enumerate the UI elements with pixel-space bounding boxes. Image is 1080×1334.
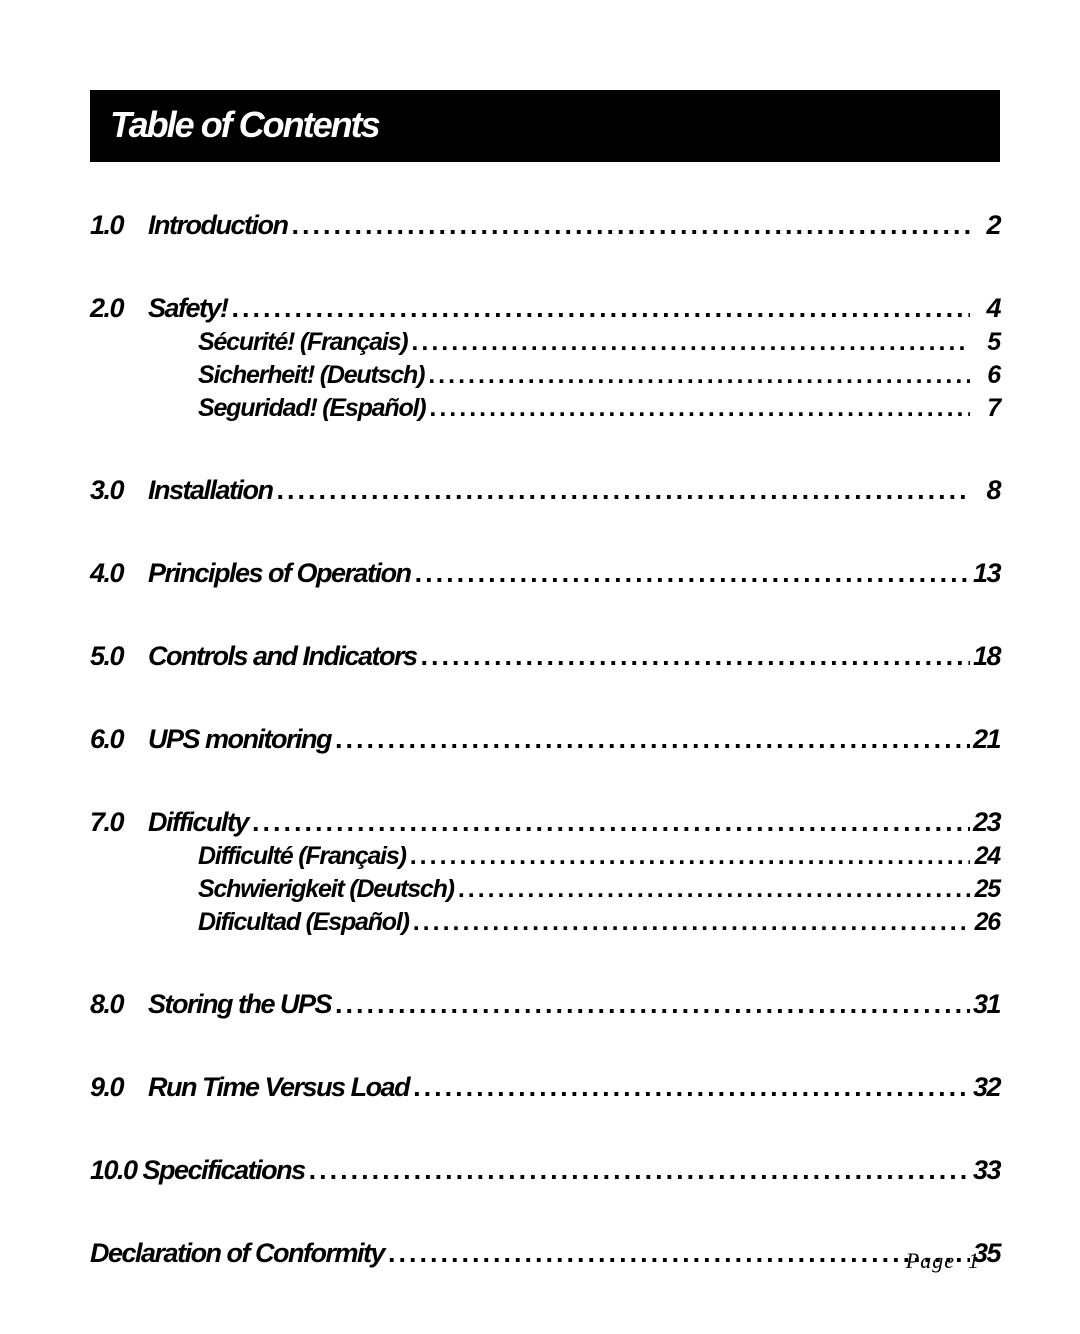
toc-sub-label: Difficulté (Français)	[198, 842, 406, 871]
toc-sub-label: Seguridad! (Español)	[198, 394, 425, 423]
toc-page: 7	[970, 394, 1000, 423]
toc-number: 1.0	[90, 210, 148, 241]
toc-entry: 8.0Storing the UPS......................…	[90, 989, 1000, 1020]
toc-number: 4.0	[90, 558, 148, 589]
toc-number: 7.0	[90, 807, 148, 838]
toc-page: 8	[970, 475, 1000, 506]
toc-label: Run Time Versus Load	[148, 1072, 409, 1103]
toc-sub-label: Sécurité! (Français)	[198, 328, 407, 357]
page-footer: Page 1	[906, 1248, 980, 1274]
toc-sub-label: Schwierigkeit (Deutsch)	[198, 875, 454, 904]
toc-page: 25	[970, 875, 1000, 904]
toc-subentry: Sicherheit! (Deutsch)...................…	[90, 361, 1000, 390]
toc-page: 5	[970, 328, 1000, 357]
toc-page: 24	[970, 842, 1000, 871]
toc-label: Principles of Operation	[148, 558, 411, 589]
toc-subentry: Schwierigkeit (Deutsch).................…	[90, 875, 1000, 904]
toc-entry: 4.0Principles of Operation..............…	[90, 558, 1000, 589]
footer-label: Page	[906, 1248, 955, 1273]
toc-entry: 10.0 Specifications.....................…	[90, 1155, 1000, 1186]
toc-entry: 7.0Difficulty...........................…	[90, 807, 1000, 838]
toc-subentry: Seguridad! (Español)....................…	[90, 394, 1000, 423]
toc-subentry: Dificultad (Español)....................…	[90, 908, 1000, 937]
toc-label: Installation	[148, 475, 273, 506]
toc-entry: 6.0UPS monitoring.......................…	[90, 724, 1000, 755]
toc-leader: ........................................…	[424, 361, 970, 390]
toc-page: 26	[970, 908, 1000, 937]
toc-entry: 1.0Introduction.........................…	[90, 210, 1000, 241]
toc-number: 3.0	[90, 475, 148, 506]
toc-leader: ........................................…	[417, 641, 970, 672]
toc-page: 4	[970, 293, 1000, 324]
table-of-contents: 1.0Introduction.........................…	[90, 210, 1000, 1269]
footer-page-number: 1	[968, 1248, 980, 1273]
toc-label: Controls and Indicators	[148, 641, 417, 672]
toc-entry: 9.0Run Time Versus Load.................…	[90, 1072, 1000, 1103]
toc-leader: ........................................…	[273, 475, 970, 506]
toc-label: Declaration of Conformity	[90, 1238, 384, 1269]
toc-leader: ........................................…	[409, 1072, 970, 1103]
toc-label: UPS monitoring	[148, 724, 331, 755]
toc-subentry: Difficulté (Français)...................…	[90, 842, 1000, 871]
toc-leader: ........................................…	[425, 394, 970, 423]
toc-number: 2.0	[90, 293, 148, 324]
toc-leader: ........................................…	[406, 842, 970, 871]
page-title: Table of Contents	[90, 90, 1000, 162]
toc-leader: ........................................…	[228, 293, 970, 324]
toc-leader: ........................................…	[454, 875, 970, 904]
toc-leader: ........................................…	[411, 558, 970, 589]
toc-entry: Declaration of Conformity...............…	[90, 1238, 1000, 1269]
toc-label: 10.0 Specifications	[90, 1155, 305, 1186]
toc-leader: ........................................…	[384, 1238, 970, 1269]
toc-number: 5.0	[90, 641, 148, 672]
toc-page: 23	[970, 807, 1000, 838]
toc-label: Difficulty	[148, 807, 248, 838]
toc-leader: ........................................…	[287, 210, 970, 241]
toc-page: 33	[970, 1155, 1000, 1186]
toc-entry: 3.0Installation.........................…	[90, 475, 1000, 506]
toc-subentry: Sécurité! (Français)....................…	[90, 328, 1000, 357]
toc-leader: ........................................…	[331, 989, 970, 1020]
toc-page: 31	[970, 989, 1000, 1020]
toc-page: 6	[970, 361, 1000, 390]
toc-entry: 5.0Controls and Indicators..............…	[90, 641, 1000, 672]
toc-label: Safety!	[148, 293, 228, 324]
toc-number: 8.0	[90, 989, 148, 1020]
toc-number: 6.0	[90, 724, 148, 755]
toc-page: 18	[970, 641, 1000, 672]
toc-leader: ........................................…	[305, 1155, 970, 1186]
toc-page: 2	[970, 210, 1000, 241]
toc-label: Introduction	[148, 210, 287, 241]
toc-page: 21	[970, 724, 1000, 755]
toc-sub-label: Dificultad (Español)	[198, 908, 409, 937]
toc-page: 32	[970, 1072, 1000, 1103]
toc-label: Storing the UPS	[148, 989, 331, 1020]
toc-page: 13	[970, 558, 1000, 589]
toc-leader: ........................................…	[248, 807, 970, 838]
toc-sub-label: Sicherheit! (Deutsch)	[198, 361, 424, 390]
toc-leader: ........................................…	[409, 908, 970, 937]
toc-leader: ........................................…	[407, 328, 970, 357]
toc-number: 9.0	[90, 1072, 148, 1103]
toc-entry: 2.0Safety!..............................…	[90, 293, 1000, 324]
toc-leader: ........................................…	[331, 724, 970, 755]
